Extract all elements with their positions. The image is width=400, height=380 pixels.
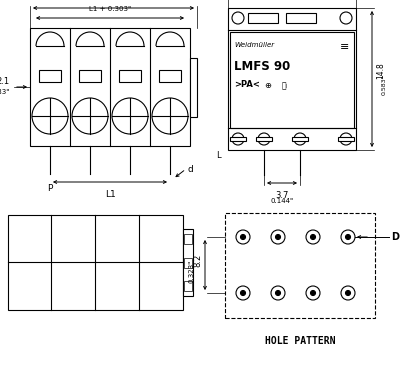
Circle shape xyxy=(306,230,320,244)
Circle shape xyxy=(340,12,352,24)
Bar xyxy=(228,8,356,150)
Bar xyxy=(292,137,308,141)
Circle shape xyxy=(32,98,68,134)
Text: ≡: ≡ xyxy=(340,42,349,52)
Text: 3.7: 3.7 xyxy=(275,191,289,200)
Text: 0.083": 0.083" xyxy=(0,89,10,95)
Circle shape xyxy=(236,230,250,244)
Circle shape xyxy=(72,98,108,134)
Circle shape xyxy=(346,234,350,239)
Text: LMFS 90: LMFS 90 xyxy=(234,60,290,73)
Text: 14.8: 14.8 xyxy=(376,63,385,79)
Bar xyxy=(159,70,181,82)
Text: D: D xyxy=(391,232,399,242)
Text: 0.583": 0.583" xyxy=(382,75,387,95)
Circle shape xyxy=(271,230,285,244)
Circle shape xyxy=(240,290,246,296)
Text: L1: L1 xyxy=(105,190,115,199)
Bar xyxy=(39,70,61,82)
Circle shape xyxy=(232,12,244,24)
Circle shape xyxy=(346,290,350,296)
Circle shape xyxy=(258,133,270,145)
Bar xyxy=(183,229,193,296)
Text: Weidmüller: Weidmüller xyxy=(234,42,274,48)
Circle shape xyxy=(276,290,280,296)
Circle shape xyxy=(276,234,280,239)
Bar xyxy=(184,258,192,268)
Bar xyxy=(79,70,101,82)
Text: HOLE PATTERN: HOLE PATTERN xyxy=(265,336,335,346)
Circle shape xyxy=(310,234,316,239)
Bar xyxy=(338,137,354,141)
Text: d: d xyxy=(188,165,194,174)
Bar xyxy=(184,234,192,244)
Text: 2.1: 2.1 xyxy=(0,78,10,87)
Text: L: L xyxy=(216,150,220,160)
Bar xyxy=(286,13,316,23)
Text: ⓤₗ: ⓤₗ xyxy=(282,81,288,90)
Text: P: P xyxy=(47,184,53,193)
Bar xyxy=(30,28,190,146)
Bar xyxy=(184,281,192,291)
Circle shape xyxy=(112,98,148,134)
Text: ⊕: ⊕ xyxy=(264,81,271,90)
Circle shape xyxy=(152,98,188,134)
Circle shape xyxy=(294,133,306,145)
Circle shape xyxy=(306,286,320,300)
Bar xyxy=(230,32,354,128)
Text: L1 + 0.303": L1 + 0.303" xyxy=(89,6,131,12)
Text: L1 + 7.7: L1 + 7.7 xyxy=(97,0,130,1)
Circle shape xyxy=(240,234,246,239)
Text: >PA<: >PA< xyxy=(234,80,260,89)
Circle shape xyxy=(340,133,352,145)
Bar xyxy=(119,70,141,82)
Text: 0.323": 0.323" xyxy=(189,260,195,283)
Circle shape xyxy=(341,230,355,244)
Circle shape xyxy=(236,286,250,300)
Bar xyxy=(190,57,197,117)
Text: 8.2: 8.2 xyxy=(193,253,202,267)
Bar xyxy=(256,137,272,141)
Bar xyxy=(248,13,278,23)
Circle shape xyxy=(271,286,285,300)
Circle shape xyxy=(232,133,244,145)
Bar xyxy=(225,213,375,318)
Circle shape xyxy=(341,286,355,300)
Bar xyxy=(8,215,183,310)
Circle shape xyxy=(310,290,316,296)
Bar xyxy=(230,137,246,141)
Text: 0.144": 0.144" xyxy=(270,198,294,204)
